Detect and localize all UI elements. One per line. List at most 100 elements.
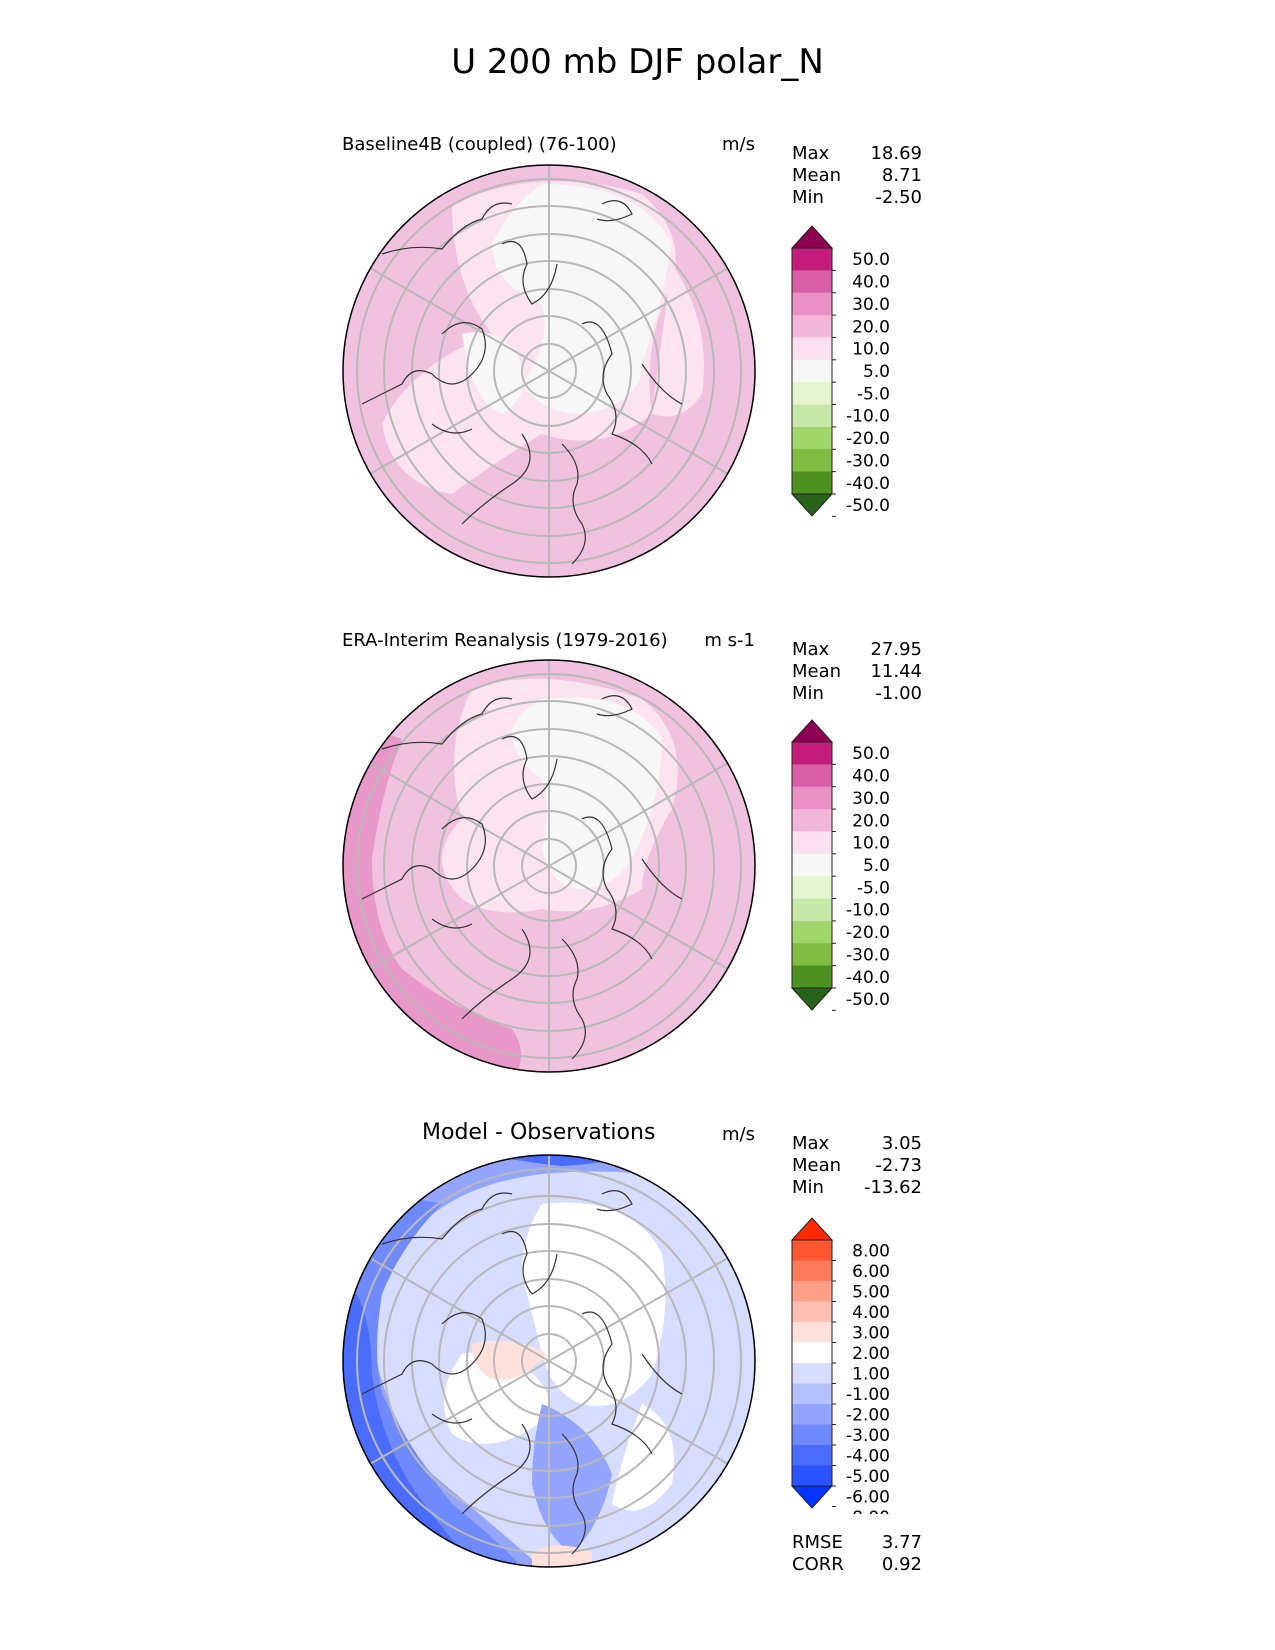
colorbar: 8.006.005.004.003.002.001.00-1.00-2.00-3… (790, 1217, 890, 1514)
units-label: m s-1 (704, 630, 755, 651)
colorbar-tick-label: 5.0 (863, 856, 890, 876)
metric-rmse: RMSE 3.77 (792, 1532, 922, 1554)
colorbar-segment (792, 449, 832, 473)
metric-label: CORR (792, 1554, 844, 1575)
colorbar-segment (792, 248, 832, 271)
colorbar-segment (792, 786, 832, 810)
colorbar-segment (792, 1383, 832, 1405)
colorbar-tick-label: -2.00 (846, 1405, 890, 1425)
colorbar-outline (791, 247, 833, 495)
stat-mean: Mean 8.71 (792, 165, 922, 187)
colorbar-segment (792, 1240, 832, 1261)
colorbar-tick-label: -5.0 (857, 384, 890, 404)
graticule (356, 165, 742, 577)
figure-title: U 200 mb DJF polar_N (451, 42, 824, 82)
stat-label: Min (792, 683, 824, 704)
graticule (356, 1155, 742, 1567)
stat-max: Max 3.05 (792, 1133, 922, 1155)
colorbar-tick-label: -5.0 (857, 878, 890, 898)
stat-min: Min -2.50 (792, 187, 922, 209)
colorbar-tick-label: 10.0 (852, 834, 890, 854)
colorbar-segment (792, 965, 832, 989)
colorbar-extend-min (790, 1485, 834, 1509)
colorbar-segment (792, 382, 832, 406)
colorbar-outline (791, 741, 833, 989)
colorbar-segment (792, 943, 832, 967)
colorbar-tick-label: 20.0 (852, 811, 890, 831)
metric-label: RMSE (792, 1532, 843, 1553)
colorbar-segment (792, 853, 832, 877)
coastlines (361, 695, 683, 1060)
stat-value: 3.05 (881, 1133, 922, 1154)
metric-value: 0.92 (881, 1554, 922, 1575)
colorbar-tick-label: -5.00 (846, 1467, 890, 1487)
stat-value: -1.00 (875, 683, 922, 704)
colorbar-tick-label: 30.0 (852, 295, 890, 315)
units-label: m/s (722, 134, 755, 155)
colorbar-tick-label: -40.0 (846, 968, 890, 988)
colorbar-extend-max (790, 719, 834, 743)
colorbar-segment (792, 1281, 832, 1302)
stat-value: 18.69 (870, 143, 922, 164)
stat-min: Min -1.00 (792, 683, 922, 705)
colorbar-segment (792, 426, 832, 450)
colorbar-segment (792, 337, 832, 361)
colorbar-tick-label: -30.0 (846, 945, 890, 965)
panel-title: Baseline4B (coupled) (76-100) (342, 134, 617, 155)
colorbar-tick-label: -50.0 (846, 496, 890, 516)
colorbar-tick-label: -20.0 (846, 429, 890, 449)
colorbar-segment (792, 1322, 832, 1343)
colorbar-tick-label: -10.0 (846, 407, 890, 427)
metrics-box: RMSE 3.77 CORR 0.92 (792, 1532, 922, 1576)
colorbar-segment (792, 920, 832, 944)
colorbar-segment (792, 1342, 832, 1364)
colorbar-tick-label: -40.0 (846, 474, 890, 494)
colorbar-tick-label: 1.00 (852, 1364, 890, 1384)
colorbar-segment (792, 1404, 832, 1425)
colorbar-segment (792, 315, 832, 338)
metric-value: 3.77 (881, 1532, 922, 1553)
polar-map-diff (342, 1154, 756, 1568)
colorbar-segment (792, 359, 832, 383)
stat-min: Min -13.62 (792, 1177, 922, 1199)
field-region (652, 264, 704, 417)
colorbar-segment (792, 270, 832, 294)
colorbar-tick-label: 6.00 (852, 1262, 890, 1282)
colorbar-tick-label: -1.00 (846, 1385, 890, 1405)
colorbar-segment (792, 1445, 832, 1466)
units-label: m/s (722, 1124, 755, 1145)
stat-mean: Mean 11.44 (792, 661, 922, 683)
colorbar-tick-label: -20.0 (846, 923, 890, 943)
colorbar-segment (792, 1260, 832, 1282)
stat-label: Min (792, 187, 824, 208)
coastlines (361, 200, 683, 565)
field-region (343, 719, 521, 1072)
stats-box: Max 3.05 Mean -2.73 Min -13.62 (792, 1133, 922, 1199)
colorbar-tick-label: 40.0 (852, 767, 890, 787)
colorbar-tick-label: 30.0 (852, 789, 890, 809)
colorbar-segment (792, 1301, 832, 1323)
colorbar-tick-label: -10.0 (846, 901, 890, 921)
field-region (444, 1352, 549, 1444)
colorbar-segment (792, 292, 832, 316)
field-region (492, 184, 672, 414)
colorbar-segment (792, 764, 832, 788)
field-region (532, 1404, 612, 1554)
colorbar-segment (792, 404, 832, 428)
colorbar-tick-label: 5.00 (852, 1282, 890, 1302)
panel-title: Model - Observations (422, 1120, 656, 1145)
colorbar-tick-label: -4.00 (846, 1446, 890, 1466)
stat-mean: Mean -2.73 (792, 1155, 922, 1177)
colorbar-tick-label: 10.0 (852, 340, 890, 360)
colorbar: 50.0 40.030.020.0 10.05.0-5.0 -10.0-20.0-30… (790, 225, 890, 517)
colorbar-segment (792, 876, 832, 900)
colorbar-segment (792, 471, 832, 495)
stat-max: Max 18.69 (792, 143, 922, 165)
stat-value: -2.50 (875, 187, 922, 208)
map-boundary (342, 1154, 756, 1568)
colorbar-segment (792, 831, 832, 855)
stat-label: Mean (792, 165, 842, 186)
metric-corr: CORR 0.92 (792, 1554, 922, 1576)
stats-box: Max 27.95 Mean 11.44 Min -1.00 (792, 639, 922, 705)
stat-label: Max (792, 639, 830, 660)
